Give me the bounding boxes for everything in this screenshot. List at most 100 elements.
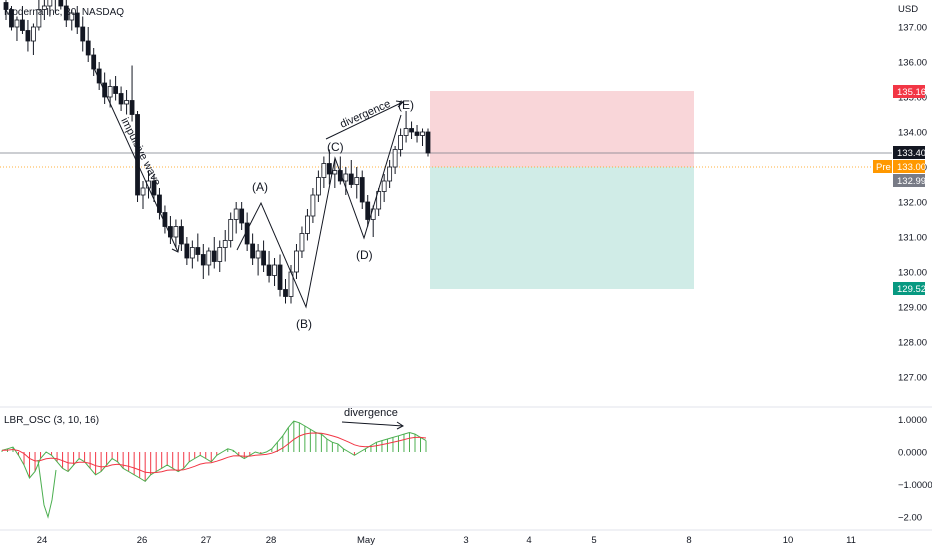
symbol-title: Moderna Inc, 30, NASDAQ	[4, 7, 124, 18]
wave-a-label: (A)	[252, 180, 268, 194]
time-tick-label: 5	[591, 535, 596, 546]
candle-body	[255, 250, 261, 259]
candle-body	[348, 173, 354, 185]
candle-body	[222, 240, 228, 248]
price-tick-label: 129.00	[898, 303, 927, 314]
candle-body	[277, 264, 283, 290]
candle-body	[91, 54, 97, 70]
candle-body	[25, 30, 31, 42]
svg-text:132.99: 132.99	[897, 176, 926, 187]
price-tick-label: 137.00	[898, 23, 927, 34]
candle-body	[250, 243, 256, 259]
svg-text:135.16: 135.16	[897, 87, 926, 98]
time-tick-label: 10	[783, 535, 794, 546]
candle-body	[173, 226, 179, 238]
candle-body	[14, 19, 20, 28]
osc-fast-line	[1, 420, 427, 482]
divergence-osc-line	[341, 421, 404, 427]
oscillator-title: LBR_OSC (3, 10, 16)	[4, 415, 99, 426]
time-tick-label: 11	[846, 535, 856, 546]
candle-body	[206, 250, 212, 266]
candle-body	[283, 289, 288, 297]
candle-body	[184, 243, 190, 259]
candle-body	[74, 12, 80, 28]
divergence-osc-label: divergence	[344, 407, 398, 419]
wave-e-label: (E)	[398, 98, 414, 112]
candle-body	[135, 114, 140, 196]
svg-text:133.40: 133.40	[897, 148, 926, 159]
osc-slow-line	[1, 432, 427, 474]
candle-body	[3, 2, 9, 10]
osc-tick-label: 0.0000	[898, 448, 927, 459]
candle-body	[387, 166, 393, 182]
candle-body	[365, 201, 371, 220]
candle-body	[36, 9, 42, 28]
candle-body	[354, 177, 360, 185]
candle-body	[217, 247, 223, 262]
candle-body	[420, 131, 425, 136]
svg-text:129.52: 129.52	[897, 284, 926, 295]
candle-body	[228, 219, 234, 241]
time-tick-label: 4	[526, 535, 531, 546]
candle-body	[80, 26, 86, 42]
reward-zone[interactable]	[430, 167, 694, 289]
impulsive-wave-arrow	[92, 65, 179, 253]
price-tick-label: 128.00	[898, 338, 927, 349]
close-price-tag: 132.99	[893, 174, 926, 187]
oscillator-pane	[1, 420, 427, 519]
candle-body	[63, 5, 69, 21]
last-price-tag: 133.40	[893, 146, 926, 159]
candle-body	[299, 233, 305, 252]
candle-body	[359, 177, 365, 203]
candle-body	[305, 215, 310, 234]
candle-body	[392, 149, 398, 168]
time-tick-label: 28	[266, 535, 277, 546]
time-tick-label: 27	[201, 535, 212, 546]
time-tick-label: 26	[137, 535, 148, 546]
candle-body	[315, 177, 321, 196]
candle-body	[113, 86, 119, 94]
osc-tick-label: −1.0000	[898, 480, 932, 491]
candle-body	[200, 254, 206, 266]
candle-body	[140, 187, 146, 196]
candle-body	[195, 247, 201, 255]
divergence-arrowhead	[395, 100, 405, 108]
divergence-price-label: divergence	[338, 98, 392, 131]
impulsive-arrowhead	[171, 244, 180, 253]
oscillator-ticks: 1.0000 0.0000 −1.0000 −2.00	[898, 415, 932, 524]
candle-body	[272, 264, 277, 276]
svg-text:Pre: Pre	[876, 162, 891, 173]
currency-label: USD	[898, 4, 918, 15]
candle-body	[129, 100, 135, 115]
candle-body	[425, 131, 431, 154]
candle-body	[189, 247, 195, 259]
osc-tick-label: −2.00	[898, 513, 922, 524]
time-tick-label: 8	[686, 535, 691, 546]
wave-abc-line	[236, 114, 402, 309]
impulsive-wave-label: impulsive wave	[118, 116, 163, 188]
candle-body	[266, 264, 272, 276]
wave-b-label: (B)	[296, 317, 312, 331]
candle-body	[233, 208, 239, 220]
candle-body	[9, 9, 14, 28]
time-tick-label: 3	[463, 535, 468, 546]
time-tick-label: May	[357, 535, 375, 546]
candle-body	[381, 180, 387, 192]
price-tick-label: 130.00	[898, 268, 927, 279]
candle-body	[151, 180, 157, 196]
wave-drawings	[92, 65, 405, 309]
price-axis[interactable]: USD	[898, 4, 918, 15]
target-price-tag: 129.52	[893, 282, 926, 295]
candle-body	[107, 86, 113, 98]
candle-body	[41, 5, 47, 10]
price-tick-label: 134.00	[898, 128, 927, 139]
candle-body	[102, 82, 108, 98]
price-ticks: 137.00136.00135.00134.00133.00132.00131.…	[898, 23, 927, 384]
time-axis[interactable]: 24 26 27 28 May 3 4 5 8 10 11	[37, 535, 856, 546]
risk-zone[interactable]	[430, 91, 694, 167]
osc-tick-label: 1.0000	[898, 415, 927, 426]
pre-price-tag: Pre 133.00	[873, 160, 926, 173]
svg-text:133.00: 133.00	[897, 162, 926, 173]
candle-body	[376, 191, 382, 210]
